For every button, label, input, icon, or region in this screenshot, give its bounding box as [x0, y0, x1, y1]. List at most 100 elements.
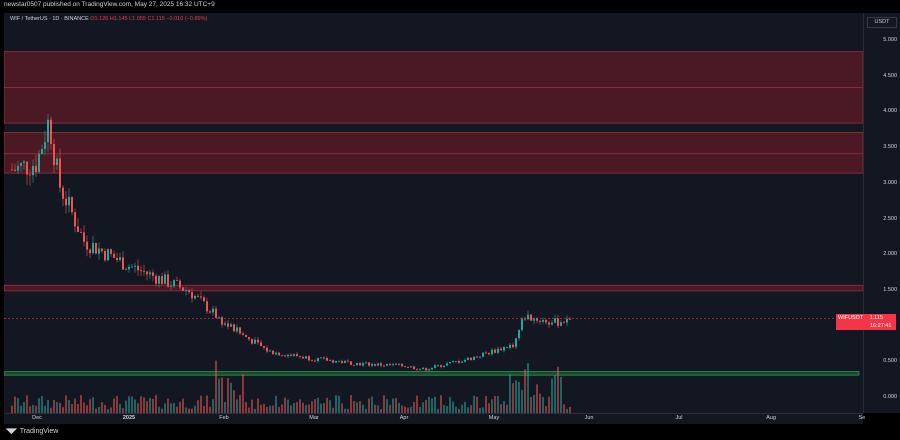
volume-bar [335, 395, 337, 413]
candle-body [545, 320, 547, 323]
volume-bar [149, 398, 151, 413]
volume-bar [383, 395, 385, 413]
candle-body [536, 318, 538, 321]
volume-bar [542, 397, 544, 413]
candle-body [533, 318, 535, 321]
volume-bar [326, 397, 328, 413]
candle-body [251, 339, 253, 344]
candle-body [425, 367, 427, 371]
volume-bar [533, 395, 535, 413]
volume-bar [146, 401, 148, 413]
currency-label[interactable]: USDT [867, 17, 897, 28]
chart-pane[interactable]: WIF / TetherUS · 1D · BINANCE O1.126 H1.… [4, 13, 863, 413]
price-axis[interactable]: USDT 5.000 4.500 4.000 3.500 3.000 2.500 2.000… [836, 13, 900, 413]
volume-bar [98, 406, 100, 413]
volume-bar [167, 398, 169, 413]
candle-body [527, 314, 529, 320]
candle-body [242, 333, 244, 335]
candle-body [86, 241, 88, 250]
candle-body [335, 361, 337, 363]
candle-body [182, 287, 184, 291]
time-tick: Apr [399, 415, 409, 421]
tradingview-logo-icon: ◥◤ [6, 428, 17, 435]
candle-body [56, 158, 58, 166]
candle-body [395, 364, 397, 365]
volume-bar [80, 395, 82, 413]
volume-bar [473, 395, 475, 413]
volume-bar [470, 405, 472, 413]
volume-bar [269, 405, 271, 413]
support-zone [4, 371, 860, 376]
volume-bar [563, 404, 565, 413]
volume-bar [50, 407, 52, 413]
volume-bar [89, 399, 91, 413]
candle-body [539, 320, 541, 322]
volume-bar [449, 397, 451, 413]
candle-body [83, 232, 85, 242]
legend-symbol[interactable]: WIF / TetherUS · 1D · BINANCE [10, 16, 89, 22]
candle-body [410, 366, 412, 368]
candle-body [338, 360, 340, 362]
candle-body [29, 174, 31, 176]
candle-body [329, 360, 331, 361]
volume-bar [353, 401, 355, 413]
time-tick: Jun [584, 415, 594, 421]
volume-bar [104, 404, 106, 413]
candle-body [209, 311, 211, 313]
volume-bar [179, 401, 181, 413]
candle-body [392, 364, 394, 365]
candle-body [308, 356, 310, 361]
candle-body [245, 334, 247, 338]
volume-bar [176, 406, 178, 413]
candle-body [269, 350, 271, 352]
volume-bar [29, 406, 31, 413]
candle-body [299, 356, 301, 358]
volume-bar [332, 407, 334, 413]
candle-body [239, 327, 241, 334]
volume-bar [512, 383, 514, 413]
candle-body [566, 318, 568, 323]
volume-bar [11, 405, 13, 413]
candle-body [371, 364, 373, 366]
candle-body [359, 363, 361, 366]
volume-bar [140, 396, 142, 413]
candle-body [149, 272, 151, 275]
volume-bar [311, 401, 313, 413]
candle-body [506, 347, 508, 348]
candle-body [131, 266, 133, 268]
volume-bar [338, 395, 340, 413]
volume-bar [296, 402, 298, 413]
candle-body [380, 363, 382, 366]
volume-bar [110, 407, 112, 413]
volume-bar [566, 408, 568, 413]
volume-bar [23, 402, 25, 413]
legend-ohlc: O1.126 H1.145 L1.055 C1.115 −0.010 (−0.8… [90, 16, 208, 22]
volume-bar [56, 402, 58, 413]
candle-body [377, 363, 379, 366]
volume-bar [500, 404, 502, 413]
candle-body [260, 342, 262, 347]
candle-body [101, 248, 103, 252]
volume-bar [83, 402, 85, 413]
volume-bar [371, 396, 373, 413]
candle-body [548, 322, 550, 325]
volume-bar [482, 407, 484, 413]
volume-bar [95, 408, 97, 413]
candle-body [164, 274, 166, 284]
candle-body [161, 276, 163, 284]
volume-bar [59, 402, 61, 413]
price-tag-countdown: 16:27:41 [870, 323, 892, 329]
candle-body [155, 275, 157, 284]
volume-bar [317, 397, 319, 413]
volume-bar [551, 378, 553, 413]
candle-body [80, 231, 82, 233]
volume-bar [143, 397, 145, 413]
candle-body [140, 270, 142, 272]
time-axis[interactable]: Dec 2025 Feb Mar Apr May Jun Jul Aug Se [4, 413, 865, 425]
price-tick: 2.000 [883, 251, 897, 258]
volume-bar [434, 396, 436, 413]
tradingview-logo[interactable]: ◥◤ TradingView [6, 427, 58, 435]
candle-body [254, 339, 256, 344]
volume-bar [488, 403, 490, 413]
volume-bar [35, 405, 37, 413]
